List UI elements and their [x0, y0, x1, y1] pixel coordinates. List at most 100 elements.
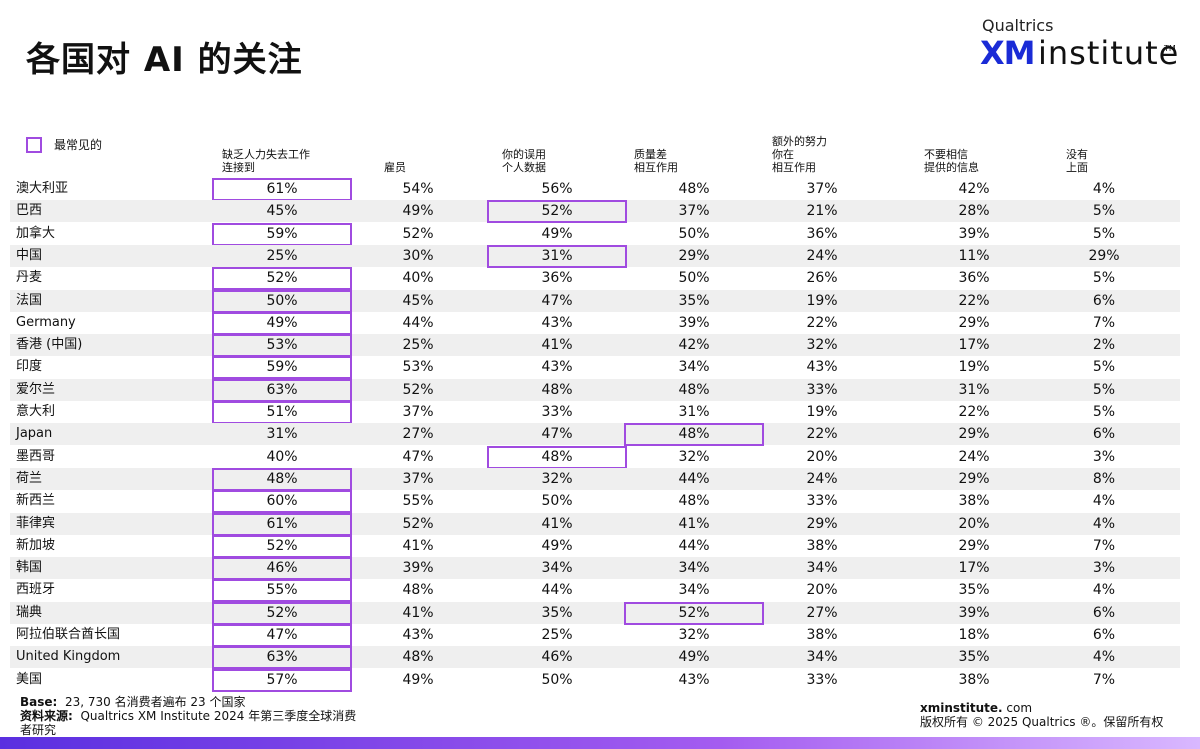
table-cell: 43% — [402, 627, 434, 643]
most-common-highlight — [212, 356, 352, 380]
country-label: 意大利 — [16, 404, 56, 419]
table-row — [10, 200, 1180, 223]
table-cell: 47% — [402, 448, 434, 465]
site-link-bold[interactable]: xminstitute. — [920, 701, 1003, 715]
table-cell: 39% — [958, 604, 990, 621]
table-cell: 7% — [1092, 671, 1116, 688]
table-cell: 22% — [806, 314, 838, 331]
table-cell: 38% — [958, 671, 990, 688]
copyright-text: 版权所有 © 2025 Qualtrics ®。保留所有权 — [920, 715, 1164, 729]
most-common-highlight — [212, 668, 352, 692]
table-cell: 7% — [1092, 314, 1116, 331]
table-cell: 30% — [402, 247, 434, 264]
table-cell: 6% — [1092, 627, 1116, 643]
table-cell: 5% — [1092, 225, 1116, 242]
table-cell: 45% — [402, 292, 434, 309]
table-cell: 27% — [402, 426, 434, 443]
table-cell: 20% — [958, 515, 990, 532]
country-label: 菲律宾 — [16, 515, 56, 531]
country-label: 中国 — [16, 247, 43, 263]
country-label: 荷兰 — [16, 470, 43, 486]
most-common-highlight — [212, 178, 352, 201]
table-cell: 37% — [806, 181, 838, 197]
table-cell: 52% — [266, 537, 298, 554]
table-cell: 52% — [266, 270, 298, 287]
country-label: Japan — [16, 426, 53, 442]
column-header: 你的误用 个人数据 — [502, 148, 546, 174]
table-cell: 6% — [1092, 292, 1116, 309]
table-cell: 35% — [541, 604, 573, 621]
table-cell: 49% — [678, 649, 710, 666]
table-cell: 5% — [1092, 203, 1116, 220]
table-cell: 4% — [1092, 649, 1116, 666]
table-cell: 4% — [1092, 493, 1116, 510]
logo-qualtrics-text: Qualtrics — [982, 16, 1054, 35]
table-cell: 49% — [402, 671, 434, 688]
table-cell: 39% — [678, 314, 710, 331]
legend-label: 最常见的 — [54, 138, 103, 152]
table-cell: 59% — [266, 225, 298, 242]
table-cell: 51% — [266, 404, 298, 420]
base-label: Base: — [20, 695, 58, 709]
table-cell: 35% — [958, 649, 990, 666]
most-common-highlight — [212, 222, 352, 246]
table-row — [10, 601, 1180, 624]
table-cell: 41% — [678, 515, 710, 532]
table-row — [10, 512, 1180, 535]
table-row — [10, 334, 1180, 357]
source-label: 资料来源: — [20, 709, 73, 723]
table-cell: 29% — [958, 426, 990, 443]
country-label: 阿拉伯联合酋长国 — [16, 627, 121, 642]
most-common-highlight — [487, 445, 627, 469]
table-cell: 43% — [806, 359, 838, 376]
table-cell: 42% — [958, 181, 990, 197]
most-common-highlight — [212, 534, 352, 558]
table-cell: 46% — [266, 560, 298, 577]
table-cell: 52% — [678, 604, 710, 621]
table-cell: 43% — [541, 359, 573, 376]
table-cell: 34% — [806, 560, 838, 577]
source-text-continued: 者研究 — [20, 723, 57, 737]
table-cell: 4% — [1092, 582, 1116, 599]
table-cell: 61% — [266, 181, 298, 197]
site-link-rest[interactable]: com — [1002, 701, 1033, 715]
table-cell: 5% — [1092, 381, 1116, 398]
country-label: 美国 — [16, 671, 43, 687]
table-cell: 27% — [806, 604, 838, 621]
table-cell: 34% — [678, 560, 710, 577]
table-row — [10, 467, 1180, 490]
table-cell: 22% — [806, 426, 838, 443]
table-cell: 32% — [678, 448, 710, 465]
logo-xm-text: XM — [980, 34, 1036, 72]
table-cell: 26% — [806, 270, 838, 287]
table-cell: 63% — [266, 381, 298, 398]
table-cell: 25% — [266, 247, 298, 264]
most-common-highlight — [212, 512, 352, 536]
table-cell: 39% — [958, 225, 990, 242]
logo-tm-mark: TM — [1164, 44, 1176, 53]
table-cell: 47% — [266, 627, 298, 643]
table-cell: 43% — [678, 671, 710, 688]
column-header: 缺乏人力失去工作 连接到 — [222, 148, 310, 174]
table-cell: 37% — [402, 470, 434, 487]
column-header: 雇员 — [384, 161, 406, 174]
table-cell: 44% — [541, 582, 573, 599]
table-cell: 59% — [266, 359, 298, 376]
most-common-highlight — [212, 334, 352, 358]
table-cell: 25% — [402, 337, 434, 354]
table-cell: 46% — [541, 649, 573, 666]
table-cell: 11% — [958, 247, 990, 264]
table-cell: 49% — [541, 537, 573, 554]
table-cell: 53% — [266, 337, 298, 354]
footer-copyright: xminstitute. com 版权所有 © 2025 Qualtrics ®… — [920, 701, 1163, 729]
table-cell: 39% — [402, 560, 434, 577]
table-cell: 38% — [806, 627, 838, 643]
table-cell: 33% — [541, 404, 573, 420]
table-cell: 57% — [266, 671, 298, 688]
column-header: 没有 上面 — [1066, 148, 1088, 174]
table-cell: 29% — [958, 537, 990, 554]
most-common-highlight — [487, 244, 627, 268]
table-cell: 54% — [402, 181, 434, 197]
country-label: 西班牙 — [16, 582, 56, 598]
table-cell: 29% — [958, 314, 990, 331]
